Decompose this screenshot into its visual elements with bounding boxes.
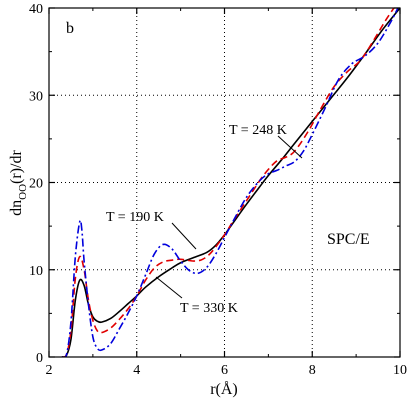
x-tick-label-8: 8 [309, 363, 316, 378]
y-axis-title-subscript: OO [17, 184, 29, 200]
tick-labels: 2 4 6 8 10 0 10 20 30 40 [29, 2, 407, 378]
y-tick-label-20: 20 [29, 177, 43, 192]
x-tick-label-10: 10 [393, 363, 407, 378]
annotation-330: T = 330 K [155, 276, 238, 316]
annotation-190: T = 190 K [106, 210, 197, 250]
y-tick-label-40: 40 [29, 2, 43, 17]
x-axis-title: r(Å) [210, 380, 238, 398]
y-tick-label-0: 0 [36, 351, 43, 366]
annotation-248-label: T = 248 K [229, 123, 287, 138]
x-tick-label-4: 4 [133, 363, 140, 378]
y-axis-title: dnOO(r)/dr [8, 150, 29, 216]
annotation-330-leader [155, 276, 183, 299]
y-tick-label-30: 30 [29, 89, 43, 104]
annotation-190-leader [171, 222, 197, 250]
y-tick-label-10: 10 [29, 264, 43, 279]
series-line-t-190-k [61, 8, 399, 357]
y-axis-title-rest: (r)/dr [8, 150, 25, 184]
y-axis-title-main: dn [8, 200, 25, 216]
x-tick-label-2: 2 [46, 363, 53, 378]
gridlines [49, 8, 400, 357]
annotation-248: T = 248 K [229, 123, 303, 159]
annotation-190-label: T = 190 K [106, 210, 164, 225]
annotation-248-leader [277, 135, 303, 159]
model-label: SPC/E [327, 231, 370, 248]
annotation-330-label: T = 330 K [180, 301, 238, 316]
x-tick-label-6: 6 [221, 363, 228, 378]
axis-ticks [48, 7, 401, 358]
panel-label: b [66, 20, 74, 37]
series-layer [61, 8, 400, 357]
series-line-t-330-k [61, 8, 400, 357]
